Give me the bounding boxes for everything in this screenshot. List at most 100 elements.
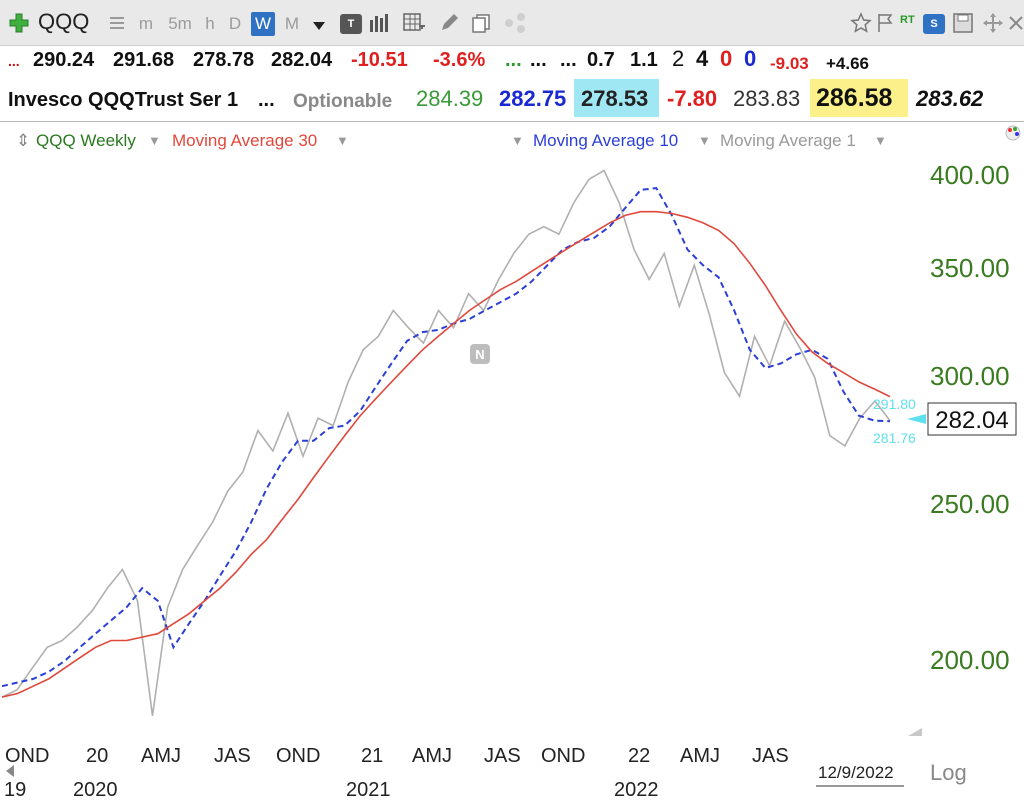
move-icon[interactable] <box>982 12 1004 34</box>
quote-close: 282.04 <box>271 49 333 71</box>
legend-ma10-dropdown-icon[interactable]: ▼ <box>698 133 711 148</box>
calc-table-icon[interactable] <box>402 12 425 34</box>
ma30-value-label: 291.80 <box>873 396 916 412</box>
legend-series[interactable]: QQQ Weekly <box>36 131 136 150</box>
timeframe-5m[interactable]: 5m <box>168 14 192 33</box>
add-icon[interactable] <box>8 12 30 34</box>
x-tick-label: JAS <box>752 745 789 767</box>
quote-dots-b: ... <box>560 49 577 71</box>
x-tick-label: JAS <box>214 745 251 767</box>
save-icon[interactable] <box>952 12 974 34</box>
close-icon[interactable] <box>1008 12 1024 34</box>
ticker-symbol[interactable]: QQQ <box>38 9 90 34</box>
quote-dots-c: ... <box>258 89 275 111</box>
quote-bid: 284.39 <box>416 86 484 111</box>
y-tick-label: 200.00 <box>930 645 1010 676</box>
news-marker[interactable]: N <box>475 347 484 362</box>
log-scale-toggle[interactable]: Log <box>930 760 967 785</box>
x-tick-label: AMJ <box>141 745 181 767</box>
quote-count-2: 2 <box>672 46 685 71</box>
scroll-left-icon[interactable] <box>6 765 14 777</box>
y-tick-label: 350.00 <box>930 253 1010 284</box>
last-price-box <box>927 402 1017 436</box>
flag-icon[interactable] <box>876 12 898 34</box>
y-tick-label: 250.00 <box>930 488 1010 519</box>
quote-change-pct: -3.6% <box>433 49 486 71</box>
x-tick-label: OND <box>5 745 50 767</box>
legend-ma10[interactable]: Moving Average 10 <box>533 131 679 150</box>
quote-ask: 282.75 <box>499 86 567 111</box>
timeframe-d[interactable]: D <box>228 14 242 33</box>
chart-panel[interactable] <box>0 121 1024 810</box>
x-year-label: 2022 <box>614 779 659 801</box>
quote-marker: ... <box>8 53 20 69</box>
quote-v1: 0.7 <box>587 49 615 71</box>
quote-prev: 283.83 <box>733 86 801 111</box>
quote-count-0-blue: 0 <box>744 46 757 71</box>
text-type-icon[interactable]: T <box>340 14 362 34</box>
dropdown-icon[interactable] <box>312 18 334 40</box>
star-icon[interactable] <box>850 12 872 34</box>
x-tick-label: OND <box>541 745 586 767</box>
quote-pos-value: +4.66 <box>826 54 870 73</box>
quote-hi-price: 286.58 <box>816 84 893 112</box>
ma10-value-label: 281.76 <box>873 430 916 446</box>
series-line-moving-average-30 <box>1 210 891 698</box>
quote-highlight-yellow <box>810 79 908 117</box>
quote-high: 291.68 <box>113 49 175 71</box>
legend-ma30[interactable]: Moving Average 30 <box>172 131 318 150</box>
x-tick-label: OND <box>276 745 321 767</box>
quote-lo-price: 283.62 <box>916 86 984 111</box>
legend-ma1[interactable]: Moving Average 1 <box>720 131 856 150</box>
x-year-label: 2020 <box>73 779 118 801</box>
x-tick-label: AMJ <box>680 745 720 767</box>
legend-series-dropdown-icon[interactable]: ▼ <box>148 133 161 148</box>
current-date-label: 12/9/2022 <box>818 763 894 782</box>
quote-net: -7.80 <box>667 86 718 111</box>
quote-neg-value: -9.03 <box>770 54 809 73</box>
copy-icon[interactable] <box>470 12 492 34</box>
x-tick-label: 22 <box>628 745 651 767</box>
news-marker-bg[interactable] <box>470 344 490 364</box>
timeframe-w[interactable]: W <box>251 12 275 36</box>
x-tick-label: 21 <box>361 745 384 767</box>
y-tick-label: 400.00 <box>930 159 1010 190</box>
timeframe-mo[interactable]: M <box>284 14 300 33</box>
realtime-icon[interactable]: RT <box>900 14 915 26</box>
share-icon[interactable] <box>503 12 525 34</box>
x-tick-label: JAS <box>484 745 521 767</box>
quote-count-0-red: 0 <box>720 46 733 71</box>
bar-chart-icon[interactable] <box>368 12 390 34</box>
quote-dots-green: ... <box>505 49 522 71</box>
security-name: Invesco QQQTrust Ser 1 <box>8 89 239 111</box>
quote-highlight-cyan <box>574 79 659 117</box>
quote-change: -10.51 <box>351 49 408 71</box>
updown-arrows-icon[interactable]: ⇕ <box>16 131 31 150</box>
y-tick-label: 300.00 <box>930 361 1010 392</box>
x-tick-label: AMJ <box>412 745 452 767</box>
s-link-icon[interactable]: S <box>923 14 945 34</box>
quote-last: 278.53 <box>581 86 649 111</box>
pencil-icon[interactable] <box>438 12 460 34</box>
price-pointer-icon <box>907 414 926 424</box>
x-year-label: 2021 <box>346 779 391 801</box>
scale-triangle-icon[interactable] <box>908 728 922 736</box>
optionable-label: Optionable <box>293 91 393 112</box>
legend-ma10-dropdown-left-icon[interactable]: ▼ <box>511 133 524 148</box>
quote-v2: 1.1 <box>630 49 658 71</box>
timeframe-m[interactable]: m <box>138 14 154 33</box>
series-line-moving-average-10 <box>1 187 891 688</box>
x-year-label: 19 <box>4 779 27 801</box>
x-tick-label: 20 <box>86 745 109 767</box>
quote-dots-a: ... <box>530 49 547 71</box>
toolbar: QQQ m 5m h D W M T <box>0 0 1024 46</box>
last-price-label: 282.04 <box>935 407 1008 434</box>
palette-icon[interactable] <box>1004 124 1022 145</box>
list-icon[interactable] <box>108 15 130 37</box>
legend-ma1-dropdown-icon[interactable]: ▼ <box>874 133 887 148</box>
quote-open: 290.24 <box>33 49 95 71</box>
legend-ma30-dropdown-icon[interactable]: ▼ <box>336 133 349 148</box>
timeframe-h[interactable]: h <box>205 14 215 33</box>
